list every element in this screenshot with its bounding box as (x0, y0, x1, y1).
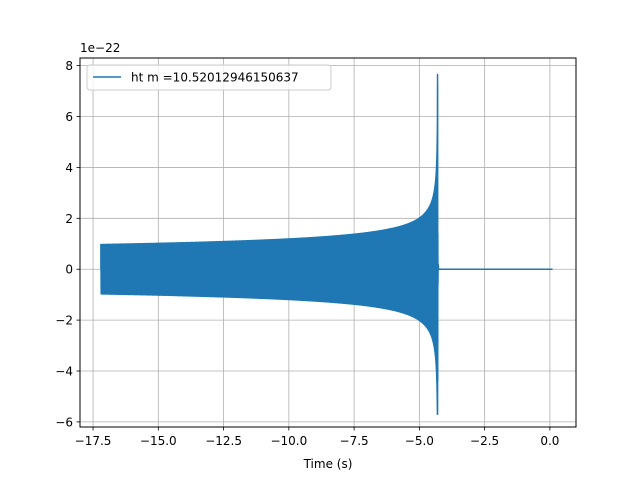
y-tick-label: −4 (55, 365, 73, 379)
y-tick-label: 0 (65, 263, 73, 277)
x-tick-label: −10.0 (270, 434, 307, 448)
legend-box (86, 64, 332, 91)
axes-frame (79, 57, 577, 428)
series-line (100, 73, 553, 416)
y-tick-label: 4 (65, 161, 73, 175)
y-tick-label: 6 (65, 110, 73, 124)
y-tick-label: 2 (65, 212, 73, 226)
x-axis: −17.5 −15.0 −12.5 −10.0 −7.5 −5.0 −2.5 0.0 (75, 427, 559, 448)
y-axis: −6 −4 −2 0 2 4 6 8 (55, 59, 80, 429)
x-tick-label: 0.0 (540, 434, 559, 448)
y-tick-label: 8 (65, 59, 73, 73)
legend-label: ht m =10.52012946150637 (131, 71, 299, 85)
y-tick-label: −2 (55, 314, 73, 328)
x-tick-label: −15.0 (140, 434, 177, 448)
y-tick-label: −6 (55, 415, 73, 429)
x-tick-label: −7.5 (340, 434, 369, 448)
grid (80, 58, 576, 427)
plot-area (100, 73, 553, 416)
x-tick-label: −12.5 (205, 434, 242, 448)
x-tick-label: −5.0 (405, 434, 434, 448)
y-offset-label: 1e−22 (80, 41, 120, 55)
x-tick-label: −2.5 (470, 434, 499, 448)
x-tick-label: −17.5 (75, 434, 112, 448)
legend: ht m =10.52012946150637 (86, 64, 332, 91)
x-axis-label: Time (s) (303, 457, 353, 471)
